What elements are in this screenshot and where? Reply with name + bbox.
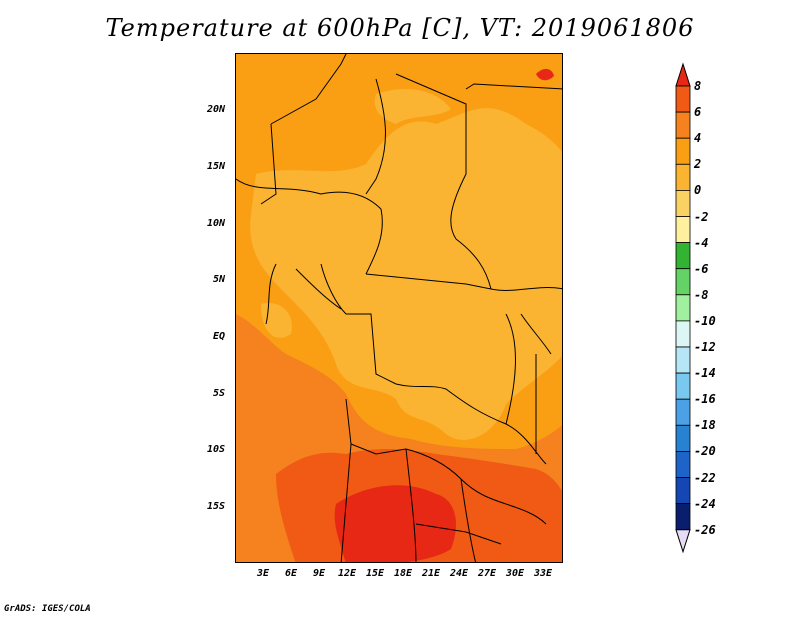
lon-tick-label: 30E	[506, 568, 525, 579]
grads-credit: GrADS: IGES/COLA	[4, 604, 91, 614]
colorbar-tick-label: -4	[694, 235, 709, 250]
chart-title: Temperature at 600hPa [C], VT: 201906180…	[105, 14, 695, 42]
colorbar-tick-label: -22	[694, 470, 716, 485]
colorbar-swatch	[675, 137, 691, 165]
colorbar-swatch	[675, 294, 691, 322]
colorbar-top-arrow	[675, 62, 691, 87]
colorbar-tick-label: -26	[694, 522, 716, 537]
colorbar-swatch	[675, 111, 691, 139]
map-panel	[235, 53, 563, 563]
lon-tick-label: 6E	[285, 568, 298, 579]
colorbar-swatch	[675, 268, 691, 296]
colorbar-swatch	[675, 320, 691, 348]
lon-tick-label: 9E	[313, 568, 326, 579]
colorbar-swatch	[675, 242, 691, 270]
temperature-map	[236, 54, 562, 562]
colorbar-tick-label: 6	[694, 105, 702, 120]
lat-tick-label: 5N	[213, 274, 226, 285]
lon-tick-label: 12E	[338, 568, 357, 579]
lon-tick-label: 15E	[366, 568, 385, 579]
lat-tick-label: 10S	[207, 444, 226, 455]
lon-tick-label: 27E	[478, 568, 497, 579]
lat-tick-label: 20N	[207, 104, 226, 115]
colorbar-tick-label: -24	[694, 496, 716, 511]
colorbar-swatch	[675, 450, 691, 478]
colorbar-tick-label: -18	[694, 418, 716, 433]
colorbar-swatch	[675, 85, 691, 113]
colorbar-swatch	[675, 372, 691, 400]
lat-tick-label: 10N	[207, 218, 226, 229]
colorbar-tick-label: -10	[694, 313, 716, 328]
colorbar-tick-label: -12	[694, 340, 716, 354]
field-8-plus-ne	[536, 68, 554, 81]
colorbar-tick-label: -14	[694, 366, 716, 381]
colorbar-swatch	[675, 189, 691, 217]
lon-tick-label: 3E	[257, 568, 270, 579]
colorbar-swatch	[675, 477, 691, 505]
lat-tick-label: 15S	[207, 501, 226, 512]
colorbar-tick-label: -16	[694, 392, 716, 407]
lon-tick-label: 24E	[450, 568, 469, 579]
colorbar-tick-label: -2	[694, 209, 709, 224]
colorbar-swatch	[675, 424, 691, 452]
colorbar-swatch	[675, 163, 691, 191]
field-8-plus	[334, 485, 456, 562]
colorbar-tick-label: 4	[694, 131, 702, 146]
lat-tick-label: EQ	[213, 331, 226, 342]
country-borders	[236, 54, 562, 562]
colorbar-tick-label: -6	[694, 261, 709, 276]
colorbar-tick-label: -20	[694, 444, 716, 459]
lat-tick-label: 5S	[213, 388, 226, 399]
colorbar-swatch	[675, 346, 691, 374]
field-0-2-small	[261, 303, 292, 338]
lat-tick-label: 15N	[207, 161, 226, 172]
colorbar-bottom-arrow	[675, 529, 691, 554]
colorbar-tick-label: 8	[694, 79, 702, 93]
field-0-2-north	[374, 89, 451, 124]
lon-tick-label: 33E	[534, 568, 553, 579]
lon-tick-label: 18E	[394, 568, 413, 579]
lon-tick-label: 21E	[422, 568, 441, 579]
colorbar-tick-label: 2	[694, 157, 702, 172]
colorbar-swatch	[675, 398, 691, 426]
colorbar-swatch	[675, 216, 691, 244]
colorbar-tick-label: 0	[694, 183, 702, 198]
colorbar-tick-label: -8	[694, 287, 709, 302]
colorbar-swatch	[675, 503, 691, 531]
field-0-2	[250, 108, 562, 440]
